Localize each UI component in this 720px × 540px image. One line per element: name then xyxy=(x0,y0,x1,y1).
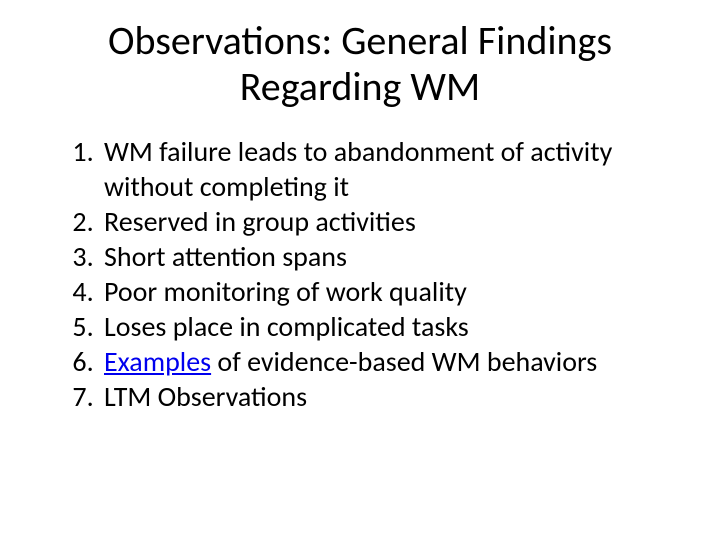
list-item-text: Poor monitoring of work quality xyxy=(104,274,467,309)
list-item: Poor monitoring of work quality xyxy=(100,274,690,309)
list-item-text: of evidence-based WM behaviors xyxy=(211,344,597,379)
list-item: LTM Observations xyxy=(100,379,690,414)
list-item-text: Reserved in group activities xyxy=(104,204,416,239)
list-item-text: Short attention spans xyxy=(104,239,347,274)
slide-body-list: WM failure leads to abandonment of activ… xyxy=(30,134,690,414)
list-item: WM failure leads to abandonment of activ… xyxy=(100,134,690,204)
list-item: Reserved in group activities xyxy=(100,204,690,239)
slide: Observations: General Findings Regarding… xyxy=(0,0,720,540)
list-item-text: LTM Observations xyxy=(104,379,307,414)
examples-link[interactable]: Examples xyxy=(104,344,211,379)
slide-title: Observations: General Findings Regarding… xyxy=(30,18,690,110)
list-item: Short attention spans xyxy=(100,239,690,274)
list-item-text: WM failure leads to abandonment of activ… xyxy=(104,134,612,204)
list-item: Examples of evidence-based WM behaviors xyxy=(100,344,690,379)
list-item-text: Loses place in complicated tasks xyxy=(104,309,469,344)
list-item: Loses place in complicated tasks xyxy=(100,309,690,344)
